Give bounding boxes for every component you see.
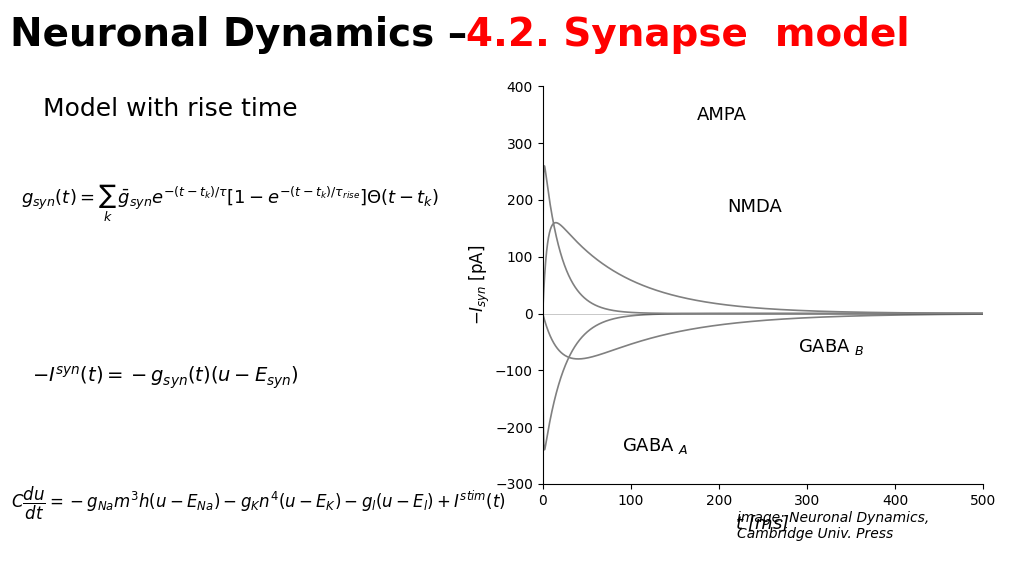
Text: $g_{syn}(t) = \sum_{k}\, \bar{g}_{syn}e^{-(t-t_k)/\tau}[1-e^{-(t-t_k)/\tau_{rise: $g_{syn}(t) = \sum_{k}\, \bar{g}_{syn}e^…	[22, 183, 439, 224]
Text: AMPA: AMPA	[696, 107, 746, 124]
Text: Model with rise time: Model with rise time	[43, 97, 297, 121]
Text: image: Neuronal Dynamics,
Cambridge Univ. Press: image: Neuronal Dynamics, Cambridge Univ…	[737, 511, 930, 541]
Text: $-I^{syn}(t) = -g_{syn}(t)(u - E_{syn})$: $-I^{syn}(t) = -g_{syn}(t)(u - E_{syn})$	[32, 365, 299, 391]
X-axis label: $t$ [ms]: $t$ [ms]	[735, 513, 791, 533]
Text: 4.2. Synapse  model: 4.2. Synapse model	[466, 16, 909, 54]
Text: Neuronal Dynamics –: Neuronal Dynamics –	[10, 16, 481, 54]
Text: $C\dfrac{du}{dt} = -g_{Na}m^3h(u-E_{Na}) - g_K n^4(u-E_K) - g_l(u-E_l) + I^{stim: $C\dfrac{du}{dt} = -g_{Na}m^3h(u-E_{Na})…	[10, 485, 506, 522]
Text: GABA $_{B}$: GABA $_{B}$	[798, 337, 865, 357]
Y-axis label: $-I_{syn}$ [pA]: $-I_{syn}$ [pA]	[468, 245, 493, 325]
Text: GABA $_{A}$: GABA $_{A}$	[622, 436, 688, 456]
Text: NMDA: NMDA	[728, 198, 782, 215]
